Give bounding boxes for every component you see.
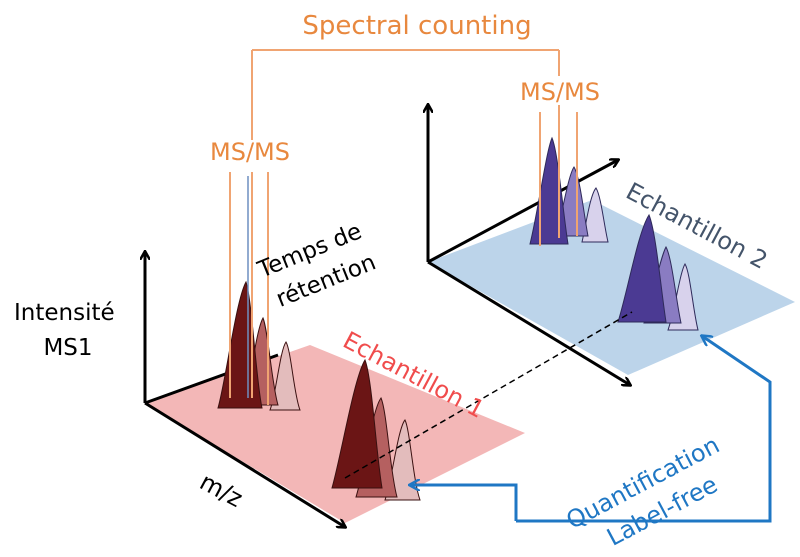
sample1-plane (145, 345, 525, 523)
msms-lines-left (229, 172, 269, 405)
sample2-front-peaks (617, 213, 699, 331)
peak (617, 213, 667, 323)
intensity-axis-label: Intensité MS1 (14, 300, 122, 361)
sample2-back-peaks (529, 136, 609, 245)
msms-left-label: MS/MS (210, 138, 290, 166)
mz-axis-label: m/z (195, 468, 247, 513)
svg-text:Quantification Label-fre: Quantification Label-free (562, 427, 747, 557)
spectral-counting-bracket (251, 49, 560, 140)
peak (269, 341, 301, 411)
spectral-counting-label: Spectral counting (302, 11, 531, 41)
quantification-arrow (516, 336, 772, 523)
mz-axis-2 (427, 260, 630, 385)
mz-axis-1 (144, 401, 345, 527)
sample2-axes (428, 105, 630, 385)
retention-axis-2 (427, 160, 618, 264)
retention-axis-label: Temps de rétention (253, 216, 385, 316)
msms-right-label: MS/MS (520, 78, 600, 106)
msms-lines-right (539, 105, 578, 246)
sample-link-dashed (344, 311, 633, 479)
quantification-label: Quantification Label-free (562, 427, 747, 557)
quantification-arrow-branch (410, 485, 518, 521)
svg-text:Temps de rétention: Temps de rétention (253, 216, 385, 316)
peak (331, 358, 383, 489)
sample2-plane (428, 200, 795, 375)
